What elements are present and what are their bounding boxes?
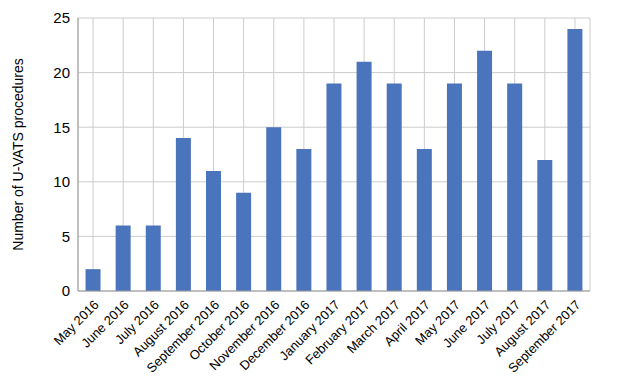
svg-text:July 2016: July 2016 bbox=[112, 297, 162, 347]
svg-text:April 2017: April 2017 bbox=[381, 297, 433, 349]
svg-text:September 2016: September 2016 bbox=[143, 297, 223, 376]
svg-text:February 2017: February 2017 bbox=[302, 297, 373, 368]
svg-text:15: 15 bbox=[53, 119, 70, 136]
svg-text:July 2017: July 2017 bbox=[473, 297, 524, 347]
svg-text:January 2017: January 2017 bbox=[276, 297, 343, 364]
svg-text:September 2017: September 2017 bbox=[505, 297, 584, 376]
svg-text:May 2016: May 2016 bbox=[50, 297, 102, 348]
svg-text:Number of U-VATS procedures: Number of U-VATS procedures bbox=[10, 58, 26, 250]
svg-text:August 2017: August 2017 bbox=[491, 297, 554, 360]
svg-text:October 2016: October 2016 bbox=[186, 297, 253, 364]
svg-text:20: 20 bbox=[53, 64, 70, 81]
svg-text:June 2017: June 2017 bbox=[439, 297, 494, 351]
svg-text:November 2016: November 2016 bbox=[206, 297, 283, 374]
svg-text:August 2016: August 2016 bbox=[129, 297, 193, 360]
svg-text:June 2016: June 2016 bbox=[78, 297, 132, 351]
svg-text:May 2017: May 2017 bbox=[412, 297, 464, 348]
svg-text:0: 0 bbox=[62, 282, 70, 299]
svg-text:5: 5 bbox=[62, 228, 70, 245]
svg-text:December 2016: December 2016 bbox=[236, 297, 313, 374]
svg-text:March 2017: March 2017 bbox=[343, 297, 403, 357]
svg-text:25: 25 bbox=[53, 9, 70, 26]
svg-text:10: 10 bbox=[53, 173, 70, 190]
